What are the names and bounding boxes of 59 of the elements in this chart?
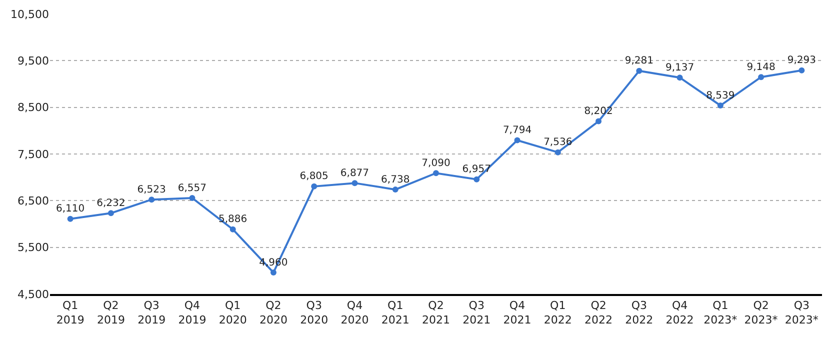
point (148, 196, 155, 203)
point (311, 183, 318, 190)
point (67, 216, 74, 222)
data-label: 6,805 (300, 171, 328, 182)
point (270, 270, 276, 276)
data-label: 7,794 (502, 125, 532, 136)
data-label: 9,293 (787, 55, 816, 66)
point (798, 67, 805, 74)
data-label: 6,523 (137, 184, 166, 196)
y-tick-label: 9,500 (18, 54, 49, 68)
x-tick-label: Q3 2019 (138, 298, 166, 326)
x-tick-label: Q1 2022 (544, 298, 572, 326)
point (189, 195, 196, 202)
y-tick-label: 10,500 (10, 8, 49, 21)
x-tick-label: Q3 2020 (300, 298, 328, 326)
point (433, 170, 439, 176)
data-label: 6,110 (56, 204, 85, 215)
data-label: 8,539 (706, 90, 735, 102)
data-label: 6,738 (381, 174, 410, 186)
x-tick-label: Q4 2019 (178, 298, 206, 326)
data-label: 6,232 (96, 198, 126, 209)
y-tick-label: 7,500 (18, 148, 49, 161)
data-label: 9,137 (665, 62, 694, 74)
y-tick-label: 4,500 (18, 288, 49, 301)
y-tick-label: 6,500 (18, 194, 49, 208)
x-tick-label: Q2 2020 (259, 298, 288, 326)
x-tick-label: Q1 2021 (381, 298, 410, 326)
x-tick-label: Q1 2023* (704, 298, 738, 326)
point (230, 226, 236, 232)
x-tick-label: Q3 2021 (462, 298, 491, 326)
point (676, 74, 683, 81)
x-tick-label: Q1 2019 (56, 298, 84, 326)
point (392, 186, 398, 193)
point (717, 102, 724, 109)
x-tick-label: Q3 2023* (784, 298, 819, 326)
point (352, 180, 358, 186)
x-tick-label: Q2 2023* (744, 298, 778, 326)
x-tick-label: Q4 2020 (340, 298, 369, 326)
x-tick-label: Q1 2020 (218, 298, 247, 326)
data-label: 7,090 (422, 158, 450, 169)
x-tick-label: Q2 2022 (584, 298, 613, 326)
point (514, 137, 520, 144)
data-label: 6,877 (340, 168, 370, 179)
x-tick-label: Q2 2021 (422, 298, 450, 326)
x-tick-label: Q3 2022 (625, 298, 654, 326)
y-tick-label: 8,500 (18, 101, 49, 114)
x-tick-label: Q4 2022 (666, 298, 694, 326)
point (554, 149, 561, 156)
point (474, 176, 480, 182)
data-label: 9,148 (746, 62, 776, 73)
point (596, 118, 602, 124)
point (758, 74, 764, 80)
point (108, 210, 114, 216)
data-label: 6,557 (178, 182, 207, 194)
data-label: 9,281 (624, 56, 654, 67)
x-tick-label: Q4 2021 (503, 298, 532, 326)
y-tick-label: 5,500 (18, 241, 49, 254)
x-tick-label: Q2 2019 (96, 298, 125, 326)
point (636, 68, 642, 74)
